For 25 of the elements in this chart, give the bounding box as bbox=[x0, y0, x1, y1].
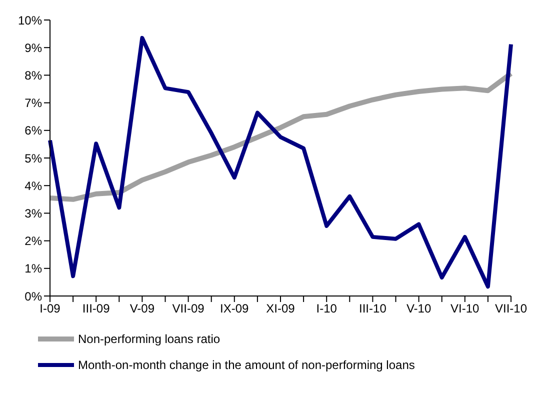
y-tick-label: 7% bbox=[24, 96, 42, 110]
legend-label: Month-on-month change in the amount of non-performing loans bbox=[78, 358, 415, 372]
x-tick-label: VII-10 bbox=[494, 302, 528, 316]
y-tick-label: 9% bbox=[24, 40, 42, 55]
line-series bbox=[48, 36, 513, 289]
x-tick-label: VI-10 bbox=[450, 302, 480, 316]
y-tick-label: 5% bbox=[24, 151, 42, 166]
x-tick-label: IX-09 bbox=[220, 302, 250, 316]
y-tick-label: 4% bbox=[24, 178, 42, 193]
y-tick-label: 3% bbox=[24, 206, 42, 220]
x-tick-label: III-09 bbox=[82, 302, 110, 316]
x-tick-label: V-10 bbox=[406, 302, 432, 316]
x-tick-label: VII-09 bbox=[172, 302, 205, 316]
y-tick-label: 0% bbox=[24, 289, 42, 304]
y-tick-label: 6% bbox=[24, 124, 42, 138]
x-tick-label: I-09 bbox=[40, 302, 61, 316]
x-tick-label: III-10 bbox=[359, 302, 387, 316]
y-tick-label: 1% bbox=[24, 262, 42, 276]
x-tick-label: I-10 bbox=[316, 302, 338, 316]
y-tick-label: 8% bbox=[24, 68, 42, 82]
legend-label: Non-performing loans ratio bbox=[78, 332, 220, 346]
x-tick-label: XI-09 bbox=[266, 302, 296, 316]
y-tick-label: 10% bbox=[18, 13, 42, 28]
y-tick-label: 2% bbox=[24, 234, 42, 248]
x-tick-label: V-09 bbox=[130, 302, 155, 316]
